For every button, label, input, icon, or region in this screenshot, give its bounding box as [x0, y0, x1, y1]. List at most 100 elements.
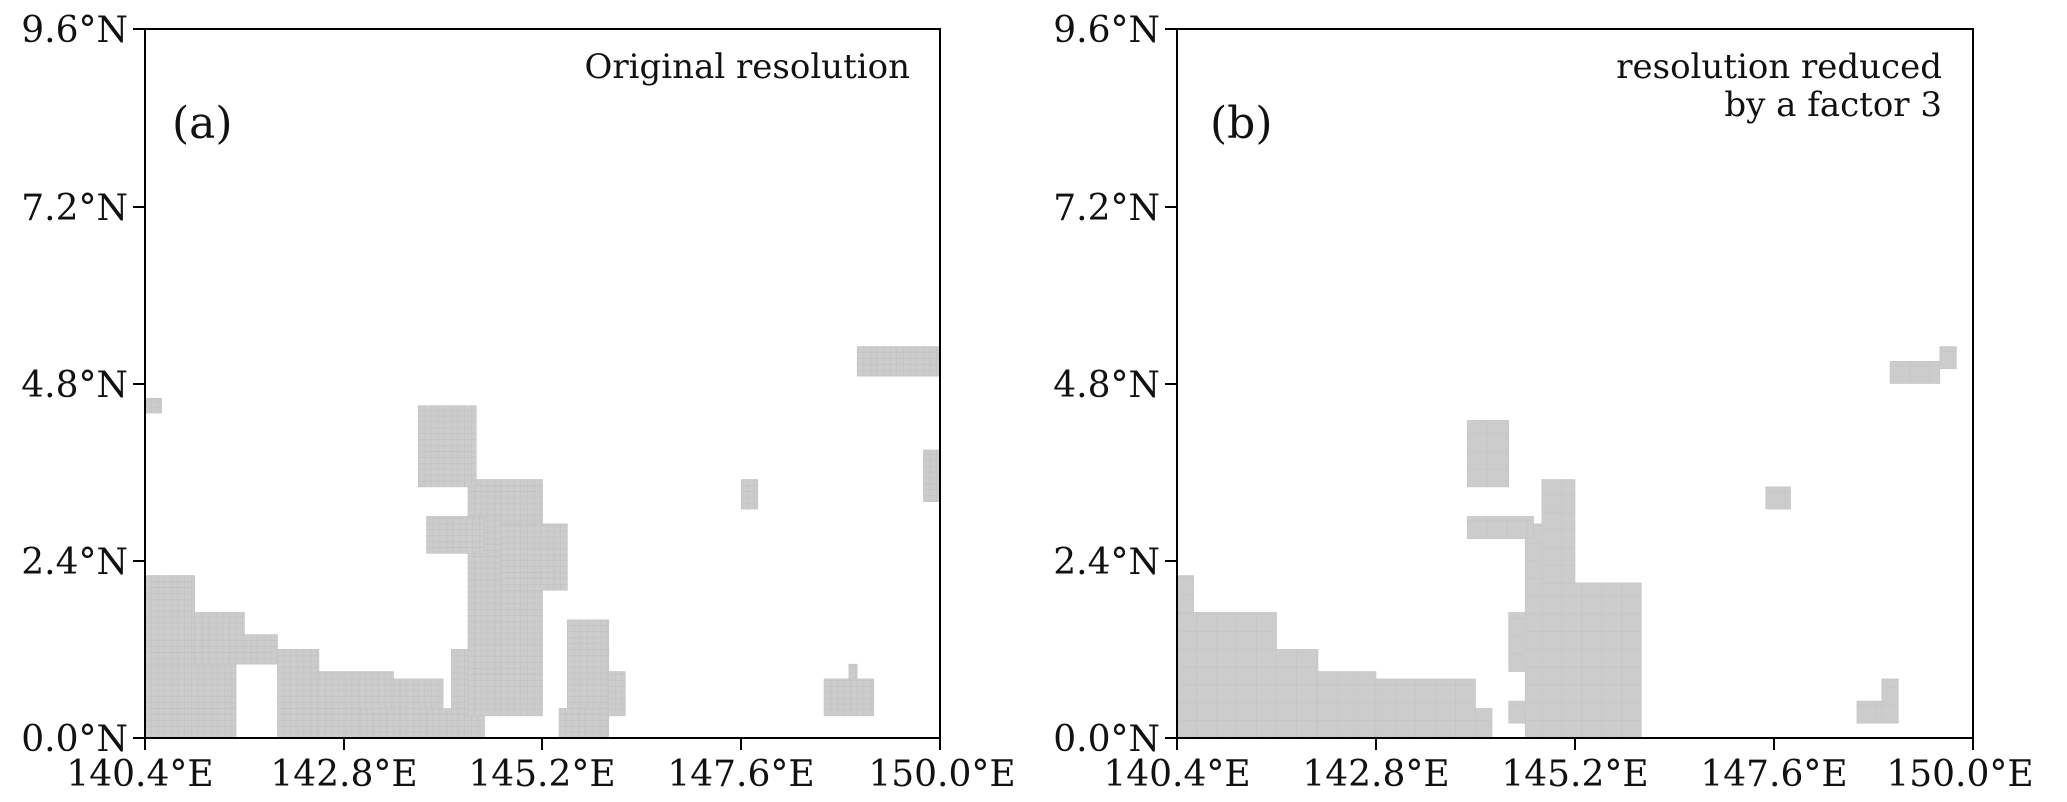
mask-cell — [184, 725, 192, 733]
mask-cell — [1561, 702, 1582, 721]
mask-cell — [224, 678, 232, 686]
mask-cell — [457, 409, 465, 417]
mask-cell — [331, 672, 340, 680]
mask-cell — [303, 696, 311, 703]
mask-cell — [171, 628, 179, 635]
mask-cell — [452, 541, 460, 548]
mask-cell — [431, 468, 439, 476]
mask-cell — [507, 650, 515, 658]
mask-cell — [419, 708, 427, 715]
mask-cell — [263, 640, 272, 647]
mask-cell — [1561, 649, 1582, 668]
mask-cell — [157, 598, 166, 606]
mask-cell — [514, 491, 522, 498]
mask-cell — [507, 554, 515, 562]
mask-cell — [615, 671, 623, 675]
mask-cell — [480, 656, 489, 663]
mask-cell — [151, 400, 159, 408]
mask-cell — [351, 714, 359, 721]
mask-cell — [553, 578, 562, 585]
mask-cell — [823, 685, 831, 693]
mask-cell — [507, 656, 515, 663]
mask-cell — [451, 409, 459, 417]
mask-cell — [494, 656, 502, 663]
mask-cell — [533, 680, 542, 687]
mask-cell — [164, 696, 172, 703]
mask-cell — [540, 514, 543, 522]
mask-cell — [432, 516, 441, 519]
mask-cell — [399, 714, 407, 721]
mask-cell — [586, 643, 595, 650]
mask-cell — [1601, 702, 1622, 721]
mask-cell — [297, 660, 305, 668]
mask-cell — [171, 690, 179, 697]
mask-cell — [366, 725, 374, 733]
mask-cell — [553, 530, 562, 538]
mask-cell — [202, 622, 210, 629]
mask-cell — [514, 697, 522, 705]
mask-cell — [578, 719, 586, 727]
mask-cell — [366, 708, 374, 715]
mask-cell — [197, 666, 205, 674]
mask-cell — [222, 657, 230, 665]
x-tick-label-a-1: 142.8°E — [270, 754, 417, 795]
mask-cell — [297, 654, 305, 662]
mask-cell — [439, 719, 447, 727]
mask-cell — [1486, 433, 1508, 452]
mask-cell — [500, 566, 509, 573]
mask-cell — [540, 680, 543, 687]
mask-cell — [540, 638, 543, 646]
mask-cell — [533, 609, 542, 616]
mask-cell — [600, 660, 608, 668]
mask-cell — [494, 538, 502, 545]
mask-cell — [830, 685, 838, 693]
mask-cell — [558, 714, 566, 721]
mask-cell — [426, 725, 434, 733]
mask-cell — [464, 421, 472, 429]
mask-cell — [177, 657, 186, 665]
mask-cell — [573, 649, 581, 656]
mask-cell — [1541, 529, 1563, 548]
mask-cell — [916, 346, 924, 353]
mask-cell — [540, 566, 548, 573]
mask-cell — [171, 581, 179, 588]
mask-cell — [527, 638, 535, 646]
mask-cell — [204, 714, 212, 721]
mask-cell — [444, 445, 452, 452]
mask-cell — [417, 678, 426, 686]
mask-cell — [1337, 719, 1359, 739]
mask-cell — [514, 644, 522, 652]
mask-cell — [444, 451, 452, 458]
mask-cell — [151, 684, 159, 692]
mask-cell — [431, 457, 439, 464]
mask-cell — [194, 616, 202, 624]
mask-cell — [606, 660, 610, 668]
mask-cell — [177, 714, 186, 721]
mask-cell — [494, 526, 502, 533]
mask-cell — [204, 690, 212, 697]
mask-cell — [540, 662, 543, 669]
mask-cell — [177, 598, 186, 606]
mask-cell — [431, 433, 439, 440]
mask-cell — [507, 514, 515, 522]
mask-cell — [215, 646, 224, 653]
mask-cell — [567, 702, 575, 709]
mask-cell — [1256, 684, 1277, 703]
mask-cell — [1337, 684, 1359, 703]
mask-cell — [600, 672, 608, 680]
mask-cell — [209, 628, 217, 635]
mask-cell — [560, 530, 568, 538]
mask-cell — [310, 696, 318, 703]
mask-cell — [608, 709, 616, 717]
mask-cell — [151, 616, 159, 624]
mask-cell — [533, 566, 542, 573]
mask-cell — [514, 479, 522, 486]
mask-cell — [437, 678, 444, 686]
mask-cell — [297, 678, 305, 686]
mask-cell — [1395, 684, 1417, 703]
mask-cell — [457, 405, 465, 411]
mask-cell — [600, 649, 608, 656]
mask-cell — [464, 719, 472, 727]
mask-cell — [283, 666, 292, 674]
mask-cell — [464, 457, 472, 464]
